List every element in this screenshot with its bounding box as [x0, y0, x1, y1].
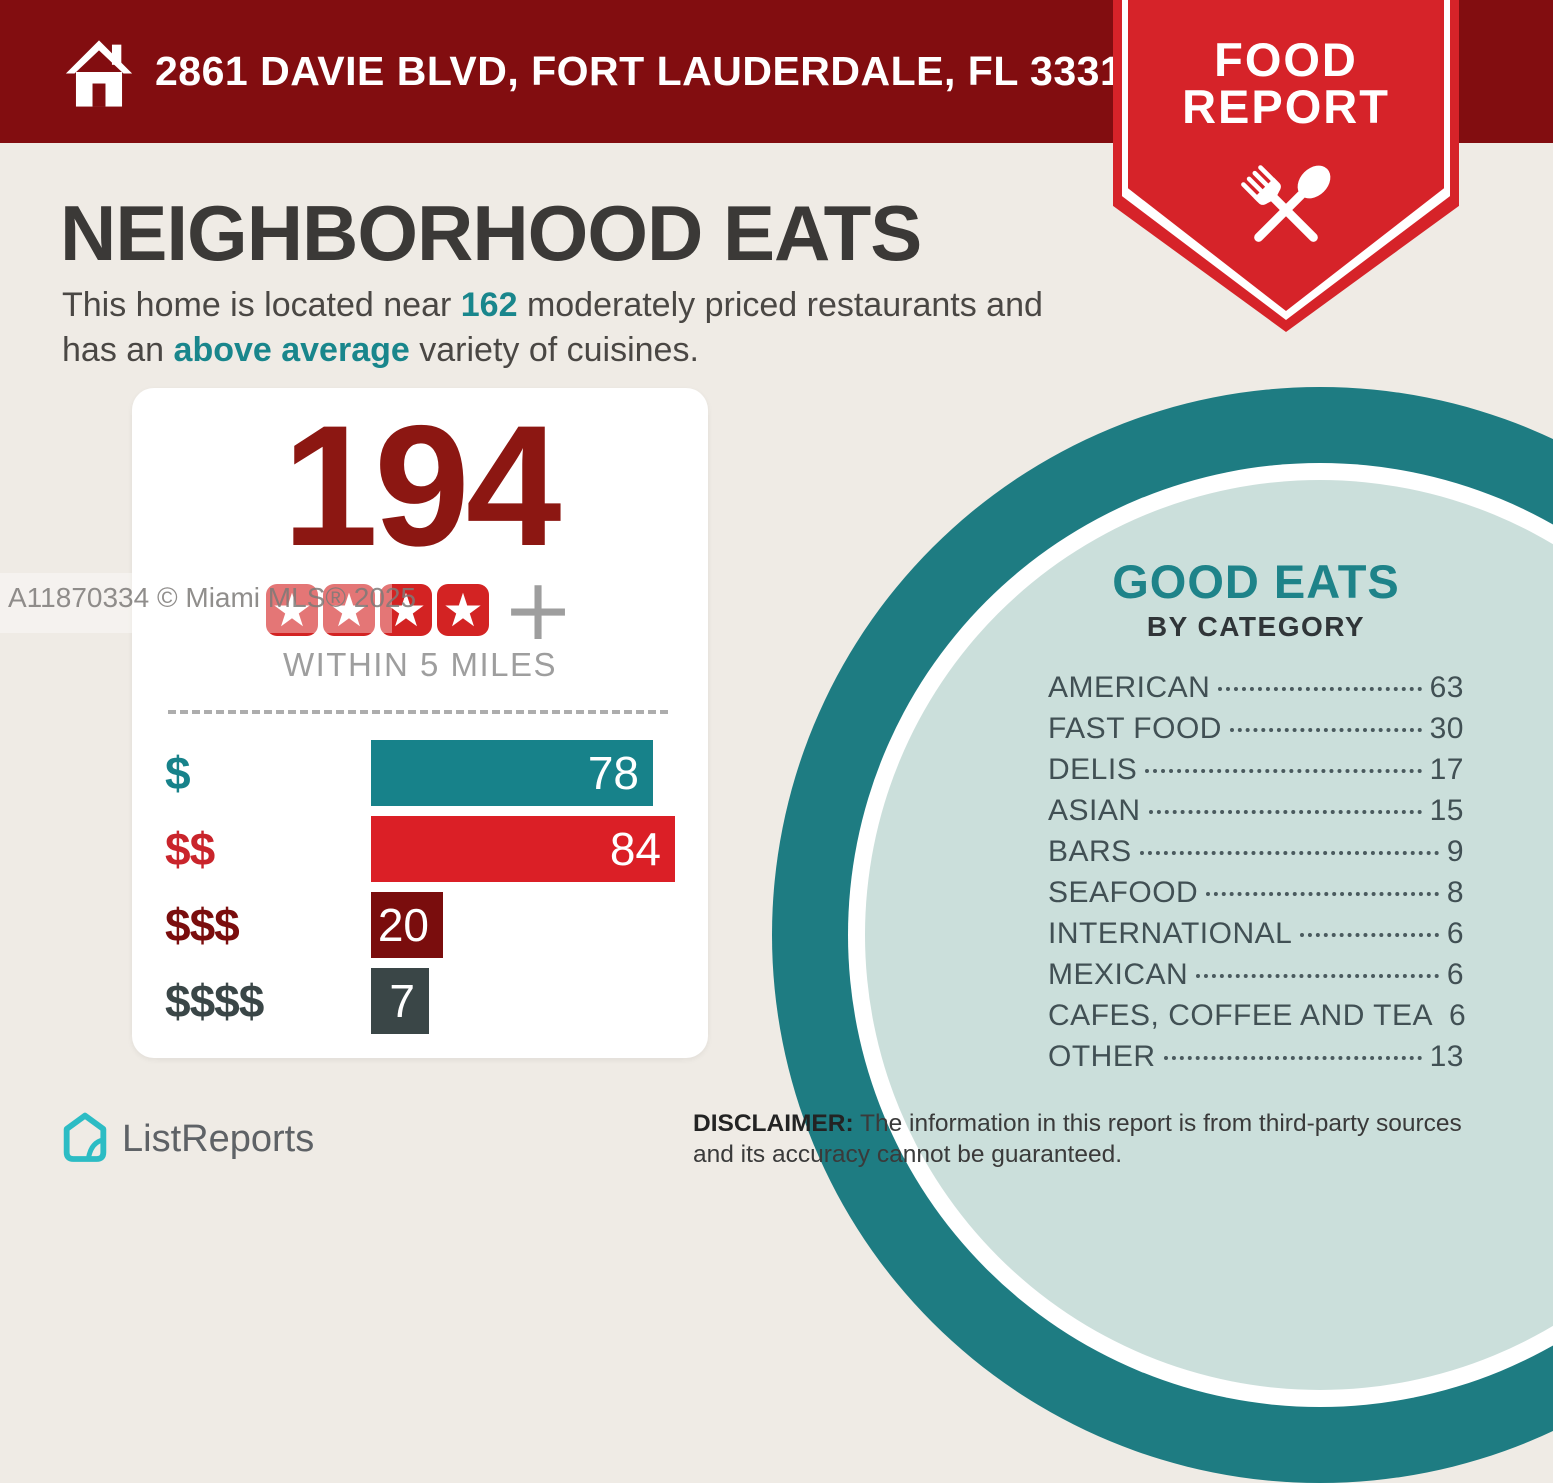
category-row: ASIAN 15	[1048, 794, 1464, 835]
category-value: 17	[1429, 753, 1464, 786]
restaurant-stats-card: 194 ★ ★ ★ ★ + WITHIN 5 MILES $78 $$ 84 $$$ 20 $$$…	[132, 388, 708, 1058]
category-value: 13	[1429, 1040, 1464, 1073]
listreports-house-icon	[63, 1112, 107, 1162]
price-level-bar-chart: $78 $$ 84 $$$ 20 $$$$ 7	[132, 740, 708, 1044]
category-label: ASIAN	[1048, 794, 1141, 827]
price-bar-row: $$$ 20	[132, 892, 708, 958]
category-label: INTERNATIONAL	[1048, 917, 1293, 950]
page-subtitle: This home is located near 162 moderately…	[62, 283, 1082, 373]
category-label: FAST FOOD	[1048, 712, 1222, 745]
price-level-label: $	[165, 747, 191, 799]
watermark-backdrop	[0, 573, 392, 633]
category-label: DELIS	[1048, 753, 1138, 786]
category-value: 8	[1446, 876, 1464, 909]
category-row: CAFES, COFFEE AND TEA 6	[1048, 999, 1467, 1040]
category-value: 6	[1446, 917, 1464, 950]
dotted-leader	[1218, 687, 1422, 691]
star-rating-row: ★ ★ ★ ★ +	[132, 567, 708, 653]
good-eats-subtitle: BY CATEGORY	[1146, 611, 1366, 642]
subtitle-pre: This home is located near	[62, 286, 461, 324]
category-value: 6	[1446, 958, 1464, 991]
good-eats-title: GOOD EATS	[1112, 555, 1400, 608]
good-eats-panel: GOOD EATS BY CATEGORY AMERICAN 63 FAST FOO…	[1030, 558, 1482, 1081]
disclaimer-label: DISCLAIMER:	[693, 1110, 854, 1137]
price-bar: 84	[371, 816, 675, 882]
dashed-divider	[168, 710, 668, 714]
category-row: BARS 9	[1048, 835, 1464, 876]
restaurant-count: 162	[460, 286, 518, 324]
mls-watermark: A11870334 © Miami MLS® 2025	[8, 582, 417, 613]
star-icon: ★	[436, 584, 489, 636]
listreports-logo: ListReports	[60, 1110, 314, 1168]
price-bar-row: $78	[132, 740, 708, 806]
price-bar-value: 20	[377, 899, 429, 951]
category-value: 9	[1446, 835, 1464, 868]
category-row: OTHER 13	[1048, 1040, 1464, 1081]
price-level-label: $$$$	[165, 975, 264, 1027]
dotted-leader	[1229, 728, 1422, 732]
category-row: INTERNATIONAL 6	[1048, 917, 1464, 958]
category-label: AMERICAN	[1048, 671, 1211, 704]
ribbon-title: FOOD REPORT	[1113, 36, 1459, 130]
ribbon-title-line2: REPORT	[1182, 80, 1390, 133]
ribbon-title-line1: FOOD	[1214, 33, 1358, 86]
dotted-leader	[1145, 769, 1422, 773]
price-level-label: $$	[165, 823, 215, 875]
dotted-leader	[1300, 933, 1439, 937]
property-address: 2861 DAVIE BLVD, FORT LAUDERDALE, FL 333…	[155, 48, 1147, 94]
price-bar: 7	[371, 968, 429, 1034]
price-level-label: $$$	[165, 899, 240, 951]
spoon-fork-icon	[1241, 165, 1331, 242]
category-row: AMERICAN 63	[1048, 671, 1464, 712]
dotted-leader	[1206, 892, 1439, 896]
price-bar: 20	[371, 892, 443, 958]
price-bar-row: $$ 84	[132, 816, 708, 882]
variety-rating: above average	[173, 330, 410, 369]
subtitle-mid: moderately priced restaurants and has an	[62, 286, 1043, 369]
category-label: BARS	[1048, 835, 1132, 868]
listreports-wordmark: ListReports	[122, 1117, 315, 1160]
category-value: 63	[1429, 671, 1464, 704]
category-row: DELIS 17	[1048, 753, 1464, 794]
price-bar: 78	[371, 740, 653, 806]
star-icon: ★	[265, 584, 318, 636]
category-value: 6	[1449, 999, 1467, 1032]
subtitle-post: variety of cuisines.	[409, 330, 699, 369]
category-list: AMERICAN 63 FAST FOOD 30 DELIS 17 ASIAN 15 BARS 9…	[1030, 671, 1482, 1081]
category-value: 30	[1429, 712, 1464, 745]
home-icon	[65, 40, 133, 107]
category-label: MEXICAN	[1048, 958, 1189, 991]
price-bar-value: 7	[389, 975, 415, 1027]
disclaimer-text: DISCLAIMER: The information in this repo…	[693, 1108, 1498, 1171]
dotted-leader	[1139, 851, 1439, 855]
category-label: OTHER	[1048, 1040, 1156, 1073]
dotted-leader	[1148, 810, 1422, 814]
star-icon: ★	[379, 584, 432, 636]
price-bar-row: $$$$ 7	[132, 968, 708, 1034]
category-row: SEAFOOD 8	[1048, 876, 1464, 917]
category-row: FAST FOOD 30	[1048, 712, 1464, 753]
disclaimer-body: The information in this report is from t…	[693, 1110, 1462, 1169]
page-title: NEIGHBORHOOD EATS	[60, 189, 922, 277]
dotted-leader	[1196, 974, 1439, 978]
dotted-leader	[1163, 1056, 1422, 1060]
star-icon: ★	[322, 584, 375, 636]
within-miles-caption: WITHIN 5 MILES	[282, 646, 558, 683]
total-restaurants-count: 194	[282, 390, 562, 582]
price-bar-value: 84	[609, 823, 661, 875]
food-report-ribbon: FOOD REPORT	[1113, 0, 1459, 332]
category-label: CAFES, COFFEE AND TEA	[1048, 999, 1434, 1032]
category-row: MEXICAN 6	[1048, 958, 1464, 999]
price-bar-value: 78	[587, 747, 639, 799]
category-label: SEAFOOD	[1048, 876, 1199, 909]
category-value: 15	[1429, 794, 1464, 827]
